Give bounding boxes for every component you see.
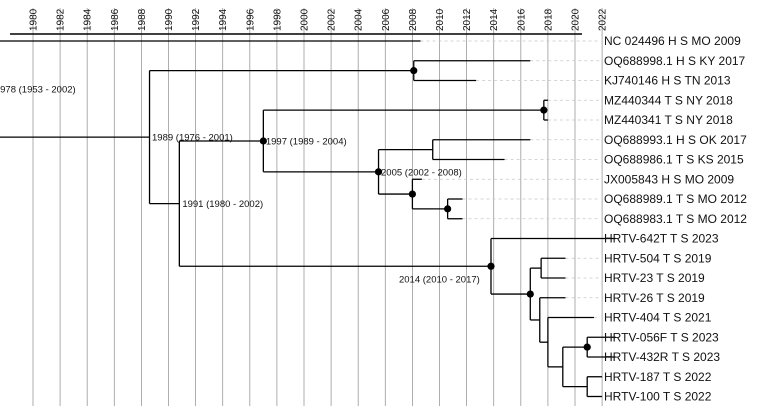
tip-label: HRTV-26 T S 2019 [604, 291, 705, 305]
node-dot [540, 106, 548, 114]
year-tick-label: 1996 [245, 8, 256, 31]
tip-label: OQ688998.1 H S KY 2017 [604, 54, 746, 68]
tip-label: HRTV-056F T S 2023 [604, 330, 719, 344]
tip-label: OQ688983.1 T S MO 2012 [604, 212, 747, 226]
tip-label: MZ440341 T S NY 2018 [604, 113, 733, 127]
time-axis: 1980 1982 1984 1986 1988 1990 1992 1994 1996 1998… [10, 8, 609, 35]
tip-label: HRTV-404 T S 2021 [604, 311, 712, 325]
node-date-label: 1991 (1980 - 2002) [182, 199, 263, 210]
tip-label: OQ688989.1 T S MO 2012 [604, 192, 747, 206]
year-tick-label: 2022 [598, 8, 609, 31]
year-tick-label: 1994 [218, 8, 229, 31]
tip-label: HRTV-504 T S 2019 [604, 251, 712, 265]
year-tick-label: 2002 [327, 8, 338, 31]
node-date-labels: 1978 (1953 - 2002) 1989 (1976 - 2001) 1991… [0, 85, 480, 286]
year-tick-label: 2014 [489, 8, 500, 31]
tree-branches [0, 40, 616, 398]
year-tick-label: 2016 [516, 8, 527, 31]
tip-label: NC 024496 H S MO 2009 [604, 34, 741, 48]
year-tick-label: 1998 [272, 8, 283, 31]
tip-label: HRTV-100 T S 2022 [604, 390, 712, 404]
year-tick-label: 2004 [354, 8, 365, 31]
year-tick-label: 1992 [191, 8, 202, 31]
node-date-label: 2005 (2002 - 2008) [381, 167, 462, 178]
node-dot [374, 168, 383, 176]
node-date-label: 1997 (1989 - 2004) [266, 136, 347, 147]
node-date-label: 1989 (1976 - 2001) [152, 133, 233, 144]
year-tick-label: 2010 [435, 8, 446, 31]
tip-label: HRTV-642T T S 2023 [604, 232, 719, 246]
node-dot [583, 343, 591, 351]
node-date-label: 1978 (1953 - 2002) [0, 85, 76, 96]
tip-label: JX005843 H S MO 2009 [604, 172, 734, 186]
year-gridlines [32, 8, 603, 406]
tip-label: OQ688993.1 H S OK 2017 [604, 133, 747, 147]
tip-label: MZ440344 T S NY 2018 [604, 93, 733, 107]
node-dot [259, 137, 267, 145]
year-tick-label: 2000 [300, 8, 311, 31]
node-dot [408, 190, 416, 198]
node-dot [487, 262, 495, 270]
node-date-label: 2014 (2010 - 2017) [399, 274, 480, 285]
tip-label: HRTV-432R T S 2023 [604, 350, 720, 364]
tip-label: KJ740146 H S TN 2013 [604, 74, 731, 88]
node-dot [526, 290, 534, 298]
year-tick-label: 1990 [164, 8, 175, 31]
tip-label: HRTV-187 T S 2022 [604, 370, 712, 384]
year-tick-label: 2006 [381, 8, 392, 31]
tip-label: OQ688986.1 T S KS 2015 [604, 153, 744, 167]
supported-node-markers [259, 67, 591, 351]
year-tick-label: 1980 [29, 8, 40, 31]
node-dot [410, 67, 418, 75]
year-tick-label: 1986 [110, 8, 121, 31]
tip-label: HRTV-23 T S 2019 [604, 271, 705, 285]
year-tick-label: 2020 [571, 8, 582, 31]
tip-guide-lines [420, 40, 600, 318]
year-tick-label: 2008 [408, 8, 419, 31]
year-tick-label: 1984 [83, 8, 94, 31]
tip-labels: NC 024496 H S MO 2009 OQ688998.1 H S KY 2… [604, 34, 747, 404]
node-dot [444, 205, 452, 213]
year-tick-label: 2018 [543, 8, 554, 31]
year-tick-label: 1982 [56, 8, 67, 31]
year-tick-label: 2012 [462, 8, 473, 31]
year-tick-label: 1988 [137, 8, 148, 31]
